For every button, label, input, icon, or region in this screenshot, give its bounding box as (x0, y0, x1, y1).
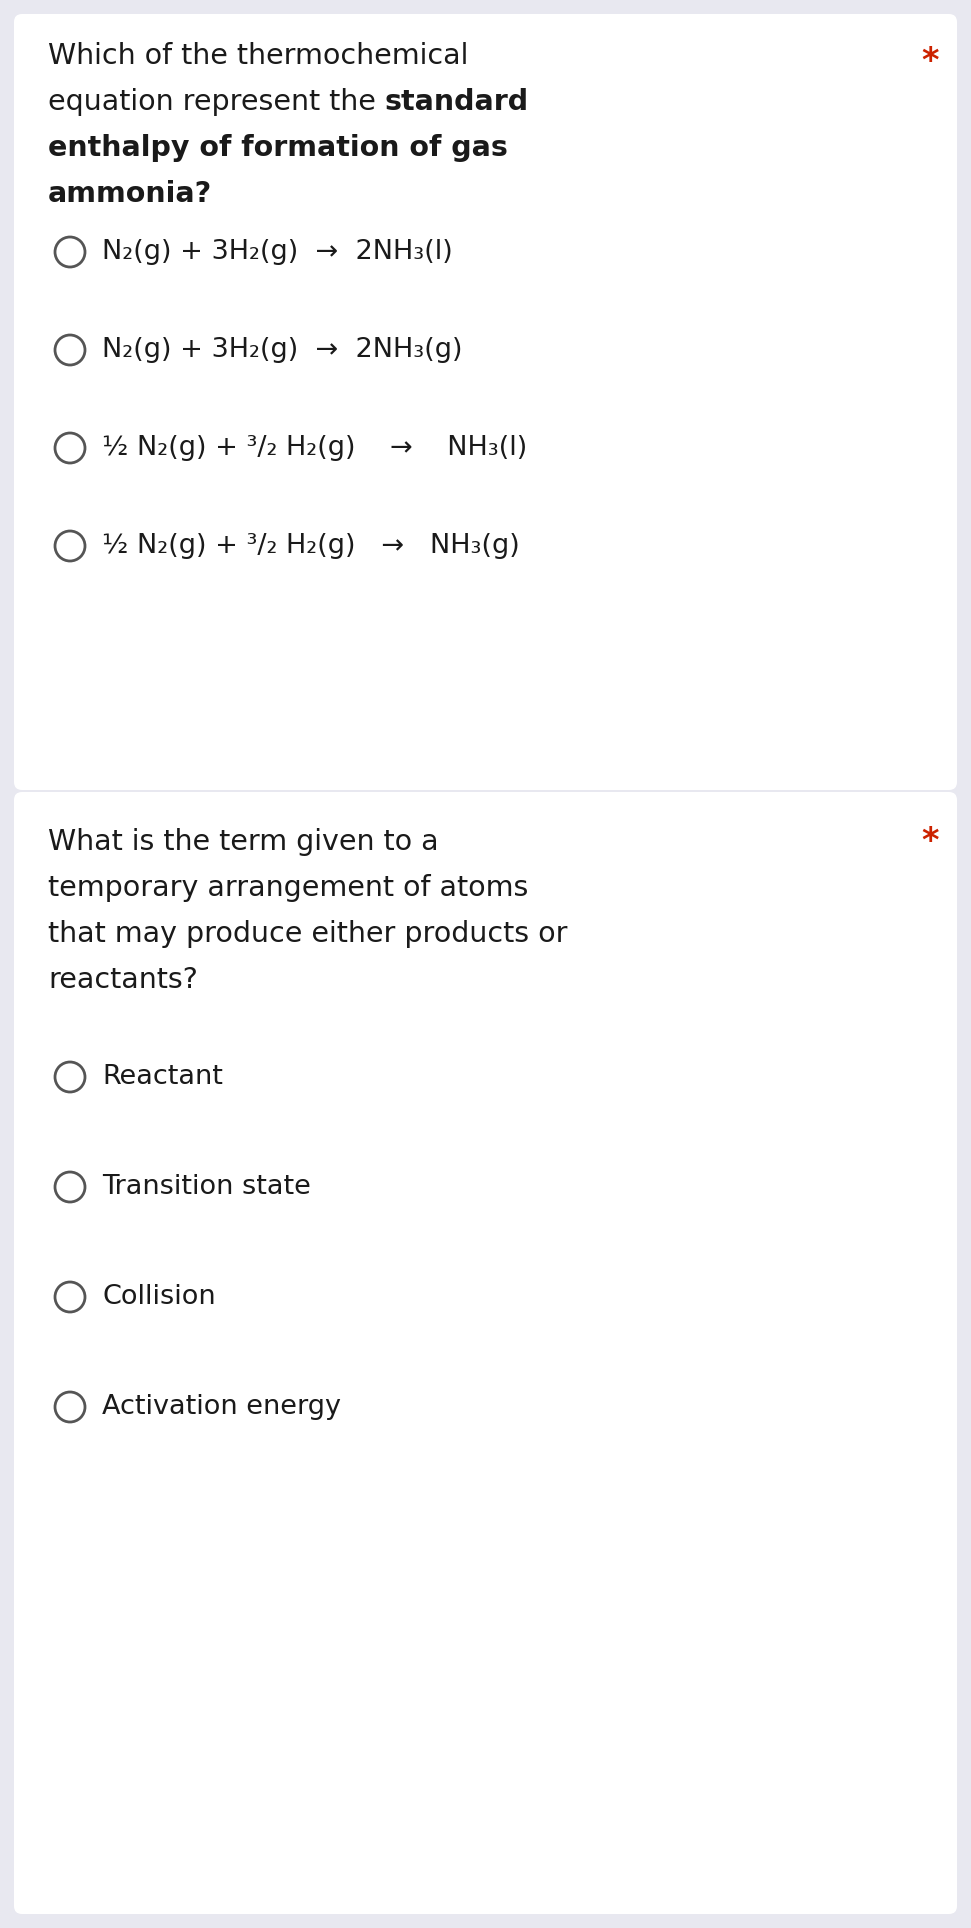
Text: N₂(g) + 3H₂(g)  →  2NH₃(l): N₂(g) + 3H₂(g) → 2NH₃(l) (102, 239, 452, 264)
Text: Activation energy: Activation energy (102, 1394, 341, 1421)
Text: that may produce either products or: that may produce either products or (48, 920, 567, 949)
FancyBboxPatch shape (14, 13, 957, 790)
Text: What is the term given to a: What is the term given to a (48, 827, 439, 856)
Text: ammonia?: ammonia? (48, 179, 213, 208)
Text: reactants?: reactants? (48, 966, 198, 995)
FancyBboxPatch shape (14, 792, 957, 1915)
Text: ½ N₂(g) + ³/₂ H₂(g)   →   NH₃(g): ½ N₂(g) + ³/₂ H₂(g) → NH₃(g) (102, 532, 519, 559)
Text: *: * (921, 44, 939, 77)
Text: Reactant: Reactant (102, 1064, 223, 1089)
Text: equation represent the: equation represent the (48, 89, 385, 116)
Text: *: * (921, 825, 939, 858)
Text: standard: standard (385, 89, 529, 116)
Text: N₂(g) + 3H₂(g)  →  2NH₃(g): N₂(g) + 3H₂(g) → 2NH₃(g) (102, 337, 462, 362)
Text: ½ N₂(g) + ³/₂ H₂(g)    →    NH₃(l): ½ N₂(g) + ³/₂ H₂(g) → NH₃(l) (102, 436, 527, 461)
Text: Which of the thermochemical: Which of the thermochemical (48, 42, 468, 69)
Text: enthalpy of formation of gas: enthalpy of formation of gas (48, 135, 508, 162)
Text: equation represent the: equation represent the (48, 89, 385, 116)
Text: Transition state: Transition state (102, 1174, 311, 1199)
Text: Collision: Collision (102, 1284, 216, 1309)
Text: temporary arrangement of atoms: temporary arrangement of atoms (48, 873, 528, 902)
